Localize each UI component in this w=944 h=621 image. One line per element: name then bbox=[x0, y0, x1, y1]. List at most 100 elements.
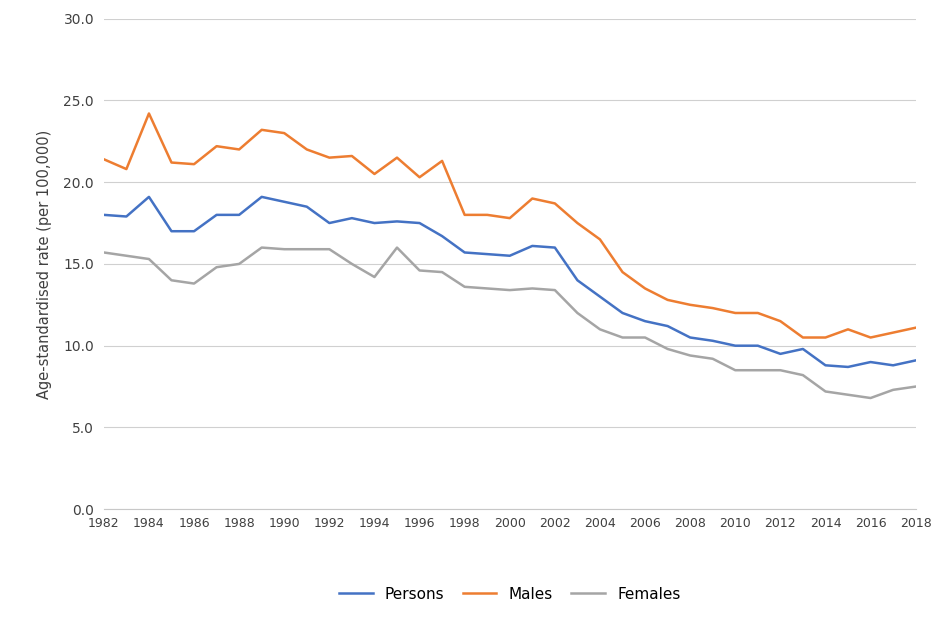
Persons bbox=[392, 218, 403, 225]
Males bbox=[707, 304, 718, 312]
Females bbox=[98, 249, 110, 256]
Persons bbox=[189, 227, 200, 235]
Females bbox=[481, 284, 493, 292]
Males bbox=[639, 284, 650, 292]
Persons bbox=[413, 219, 425, 227]
Females bbox=[301, 245, 312, 253]
Males bbox=[481, 211, 493, 219]
Males bbox=[504, 214, 515, 222]
Persons bbox=[436, 232, 447, 240]
Males bbox=[459, 211, 470, 219]
Females bbox=[865, 394, 876, 402]
Females bbox=[752, 366, 764, 374]
Females bbox=[166, 276, 177, 284]
Females bbox=[189, 280, 200, 288]
Line: Males: Males bbox=[104, 114, 916, 338]
Females bbox=[256, 244, 267, 252]
Persons bbox=[211, 211, 222, 219]
Persons bbox=[865, 358, 876, 366]
Females bbox=[549, 286, 561, 294]
Females bbox=[662, 345, 673, 353]
Females bbox=[527, 284, 538, 292]
Males bbox=[211, 142, 222, 150]
Females bbox=[504, 286, 515, 294]
Males bbox=[166, 159, 177, 166]
Females bbox=[639, 334, 650, 342]
Females bbox=[413, 267, 425, 274]
Males bbox=[842, 325, 853, 333]
Persons bbox=[301, 203, 312, 211]
Males bbox=[819, 334, 831, 342]
Males bbox=[121, 165, 132, 173]
Y-axis label: Age-standardised rate (per 100,000): Age-standardised rate (per 100,000) bbox=[37, 129, 52, 399]
Persons bbox=[572, 276, 583, 284]
Males bbox=[910, 324, 921, 332]
Females bbox=[324, 245, 335, 253]
Persons bbox=[887, 361, 899, 369]
Persons bbox=[819, 361, 831, 369]
Persons bbox=[662, 322, 673, 330]
Females bbox=[775, 366, 786, 374]
Persons bbox=[121, 213, 132, 220]
Persons bbox=[752, 342, 764, 350]
Males bbox=[865, 334, 876, 342]
Persons bbox=[278, 198, 290, 206]
Persons bbox=[595, 293, 606, 301]
Females bbox=[143, 255, 155, 263]
Males bbox=[887, 329, 899, 337]
Females bbox=[369, 273, 380, 281]
Males bbox=[346, 152, 358, 160]
Persons bbox=[616, 309, 628, 317]
Persons bbox=[324, 219, 335, 227]
Males bbox=[369, 170, 380, 178]
Females bbox=[842, 391, 853, 399]
Males bbox=[413, 173, 425, 181]
Persons bbox=[730, 342, 741, 350]
Females bbox=[121, 252, 132, 260]
Persons bbox=[166, 227, 177, 235]
Males bbox=[98, 155, 110, 163]
Males bbox=[616, 268, 628, 276]
Persons bbox=[481, 250, 493, 258]
Males bbox=[527, 195, 538, 202]
Persons bbox=[504, 252, 515, 260]
Males bbox=[233, 146, 244, 153]
Persons bbox=[369, 219, 380, 227]
Females bbox=[707, 355, 718, 363]
Males bbox=[143, 110, 155, 117]
Persons bbox=[459, 249, 470, 256]
Females bbox=[572, 309, 583, 317]
Persons bbox=[775, 350, 786, 358]
Line: Females: Females bbox=[104, 248, 916, 398]
Males bbox=[595, 236, 606, 243]
Persons bbox=[639, 317, 650, 325]
Males bbox=[436, 157, 447, 165]
Males bbox=[301, 146, 312, 153]
Females bbox=[910, 383, 921, 391]
Females bbox=[595, 325, 606, 333]
Males bbox=[392, 154, 403, 161]
Persons bbox=[233, 211, 244, 219]
Females bbox=[346, 260, 358, 268]
Line: Persons: Persons bbox=[104, 197, 916, 367]
Persons bbox=[98, 211, 110, 219]
Persons bbox=[910, 356, 921, 364]
Persons bbox=[346, 214, 358, 222]
Females bbox=[278, 245, 290, 253]
Females bbox=[436, 268, 447, 276]
Females bbox=[684, 351, 696, 359]
Males bbox=[798, 334, 809, 342]
Persons bbox=[707, 337, 718, 345]
Males bbox=[684, 301, 696, 309]
Males bbox=[278, 129, 290, 137]
Males bbox=[775, 317, 786, 325]
Persons bbox=[684, 334, 696, 342]
Females bbox=[616, 334, 628, 342]
Persons bbox=[527, 242, 538, 250]
Males bbox=[752, 309, 764, 317]
Persons bbox=[549, 244, 561, 252]
Males bbox=[662, 296, 673, 304]
Males bbox=[549, 200, 561, 207]
Males bbox=[256, 126, 267, 134]
Persons bbox=[143, 193, 155, 201]
